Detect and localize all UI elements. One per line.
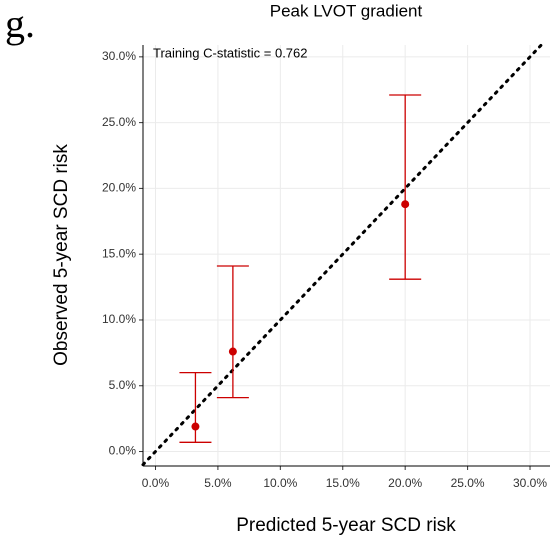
y-tick-label: 25.0% xyxy=(102,115,136,129)
x-tick-label: 10.0% xyxy=(263,476,297,490)
x-tick-label: 0.0% xyxy=(142,476,170,490)
y-tick-label: 30.0% xyxy=(102,49,136,63)
x-tick-label: 5.0% xyxy=(204,476,232,490)
y-tick-label: 5.0% xyxy=(109,378,137,392)
y-axis-label: Observed 5-year SCD risk xyxy=(51,144,72,366)
chart-title: Peak LVOT gradient xyxy=(270,1,423,20)
point xyxy=(191,422,200,431)
x-tick-label: 30.0% xyxy=(513,476,547,490)
x-axis-label: Predicted 5-year SCD risk xyxy=(236,515,456,536)
x-tick-label: 15.0% xyxy=(326,476,360,490)
x-tick-label: 25.0% xyxy=(451,476,485,490)
annotation: Training C-statistic = 0.762 xyxy=(153,45,308,60)
y-tick-label: 0.0% xyxy=(109,444,137,458)
reference-line xyxy=(141,43,543,467)
y-tick-label: 15.0% xyxy=(102,246,136,260)
point xyxy=(401,200,410,209)
x-tick-label: 20.0% xyxy=(388,476,422,490)
point xyxy=(228,347,237,356)
panel-label: g. xyxy=(5,1,35,46)
y-tick-label: 10.0% xyxy=(102,312,136,326)
y-tick-label: 20.0% xyxy=(102,181,136,195)
